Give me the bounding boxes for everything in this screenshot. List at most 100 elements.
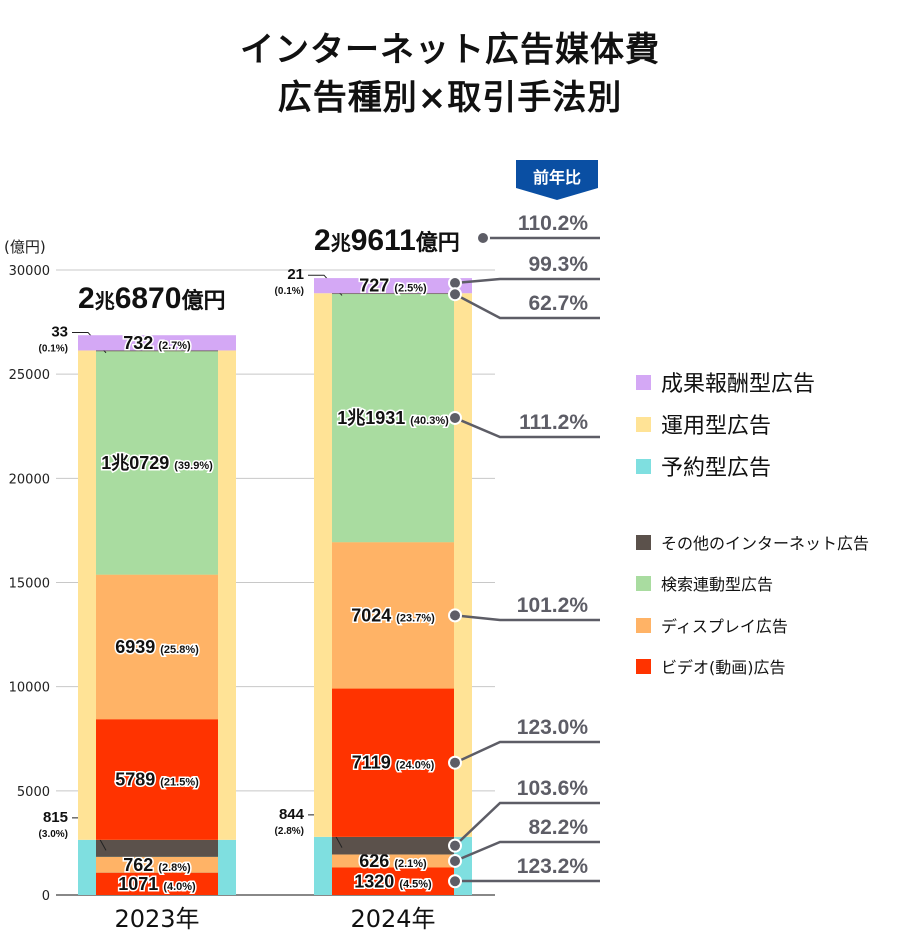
chart-subtitle: 広告種別×取引手法別	[277, 78, 623, 118]
yoy-marker	[448, 755, 462, 770]
segment-label: 1320 (4.5%)	[354, 871, 432, 891]
legend-item-performance: 成果報酬型広告	[636, 366, 815, 398]
segment-pct: (4.0%)	[163, 881, 196, 893]
y-tick-label: 20000	[9, 472, 50, 487]
chart-title: インターネット広告媒体費	[240, 30, 660, 70]
total-part: 億円	[181, 288, 225, 313]
yoy-marker	[448, 276, 462, 290]
yoy-marker	[476, 231, 490, 245]
yoy-value: 101.2%	[517, 594, 589, 617]
yoy-leader	[454, 416, 600, 439]
callout-pct: (2.8%)	[275, 826, 304, 837]
yoy-marker	[448, 853, 462, 868]
legend-swatch	[636, 617, 651, 633]
callout-pct: (0.1%)	[39, 343, 68, 354]
legend-label: その他のインターネット広告	[661, 534, 870, 553]
segment-label: 7119 (24.0%)	[352, 753, 435, 773]
segment-pct: (25.8%)	[160, 644, 199, 656]
segment-value: 1320	[354, 871, 394, 891]
bar-segment-display	[96, 574, 218, 720]
segment-pct: (39.9%)	[174, 460, 213, 472]
yoy-badge: 前年比	[516, 160, 598, 200]
segment-label: 1兆1931 (40.3%)	[337, 408, 449, 428]
yoy-marker	[448, 874, 462, 889]
yoy-marker	[448, 410, 462, 425]
legend-item-display: ディスプレイ広告	[636, 613, 788, 637]
segment-pct: (2.1%)	[394, 858, 427, 870]
bar-segment-search	[332, 293, 454, 543]
segment-label: 1071 (4.0%)	[118, 874, 196, 894]
bar-segment-video	[332, 688, 454, 837]
segment-label: 762 (2.8%)	[123, 855, 191, 875]
legend-swatch	[636, 658, 651, 674]
yoy-value: 111.2%	[519, 411, 588, 434]
callout-value: 33	[51, 323, 68, 340]
callout-value: 844	[279, 806, 305, 823]
segment-value: 1兆0729	[101, 453, 169, 473]
bar-segment-other	[96, 839, 218, 857]
callout-pct: (3.0%)	[39, 829, 68, 840]
legend-item-reserved: 予約型広告	[636, 450, 771, 482]
y-tick-label: 15000	[9, 577, 50, 592]
bar-group-performance	[78, 335, 236, 351]
bar-segment-display	[96, 856, 218, 873]
segment-pct: (2.7%)	[158, 340, 191, 352]
segment-label: 727 (2.5%)	[359, 276, 427, 296]
bar-group-performance	[314, 278, 472, 294]
legend-swatch	[636, 458, 651, 474]
y-tick-label: 10000	[9, 681, 50, 696]
segment-value: 1兆1931	[337, 408, 405, 428]
yoy-value: 123.2%	[517, 855, 589, 878]
yoy-leader	[454, 293, 600, 320]
segment-pct: (40.3%)	[410, 415, 449, 427]
yoy-marker	[448, 608, 462, 623]
legend-swatch	[636, 575, 651, 591]
yoy-leader	[454, 614, 600, 622]
total-part: 2	[78, 282, 95, 315]
total-part: 9611	[351, 224, 416, 257]
segment-label: 5789 (21.5%)	[115, 770, 199, 790]
bar-segment-video	[96, 719, 218, 840]
segment-label: 732 (2.7%)	[123, 333, 191, 353]
total-label: 2兆6870億円	[78, 282, 225, 315]
total-part: 億円	[416, 230, 460, 255]
segment-value: 626	[359, 851, 389, 871]
legend-item-operational: 運用型広告	[636, 408, 771, 440]
yoy-marker	[448, 838, 462, 853]
bar-segment-display	[332, 542, 454, 689]
segment-label: 6939 (25.8%)	[115, 637, 199, 657]
y-tick-label: 0	[42, 889, 50, 904]
segment-value: 7119	[352, 753, 391, 773]
segment-value: 1071	[118, 874, 158, 894]
bar-segment-search	[96, 351, 218, 575]
segment-pct: (4.5%)	[399, 878, 432, 890]
segment-pct: (21.5%)	[160, 777, 199, 789]
segment-label: 626 (2.1%)	[359, 851, 427, 871]
segment-value: 762	[123, 855, 153, 875]
segment-pct: (2.8%)	[158, 862, 191, 874]
segment-pct: (24.0%)	[396, 760, 435, 772]
legend-label: 成果報酬型広告	[661, 372, 816, 397]
bar-segment-other	[332, 293, 454, 295]
yoy-value: 123.0%	[517, 716, 589, 739]
yoy-value: 82.2%	[528, 816, 588, 839]
x-tick-label: 2023年	[114, 905, 199, 933]
yoy-leader	[454, 740, 600, 764]
yoy-badge-label: 前年比	[532, 168, 581, 187]
yoy-value: 103.6%	[517, 777, 589, 800]
segment-value: 7024	[351, 605, 391, 625]
legend-label: 予約型広告	[661, 456, 772, 481]
segment-label: 1兆0729 (39.9%)	[101, 453, 213, 473]
legend-label: ビデオ(動画)広告	[661, 658, 786, 677]
yoy-value: 110.2%	[518, 212, 588, 235]
bar-segment-video	[96, 872, 218, 895]
segment-value: 727	[359, 276, 389, 296]
total-label: 2兆9611億円	[314, 224, 460, 257]
bar-segment-display	[332, 854, 454, 868]
yoy-marker	[448, 287, 462, 302]
legend-item-other: その他のインターネット広告	[636, 530, 869, 554]
total-part: 6870	[115, 282, 182, 315]
callout-value: 815	[43, 809, 68, 826]
legend-swatch	[636, 374, 651, 390]
x-tick-label: 2024年	[350, 905, 435, 933]
